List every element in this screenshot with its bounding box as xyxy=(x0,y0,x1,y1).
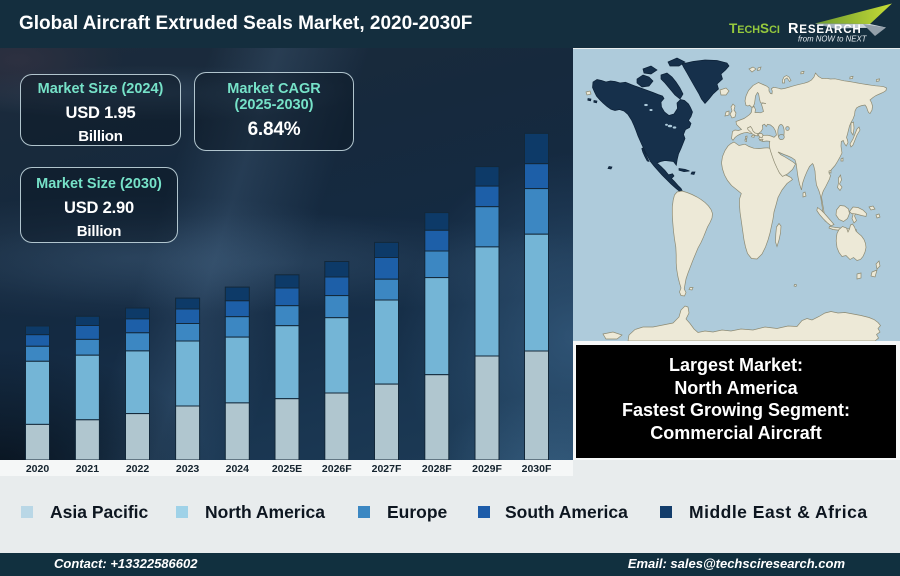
svg-text:from NOW to NEXT: from NOW to NEXT xyxy=(798,35,868,44)
svg-text:TECHSCI: TECHSCI xyxy=(729,21,780,36)
svg-text:RESEARCH: RESEARCH xyxy=(788,21,862,37)
